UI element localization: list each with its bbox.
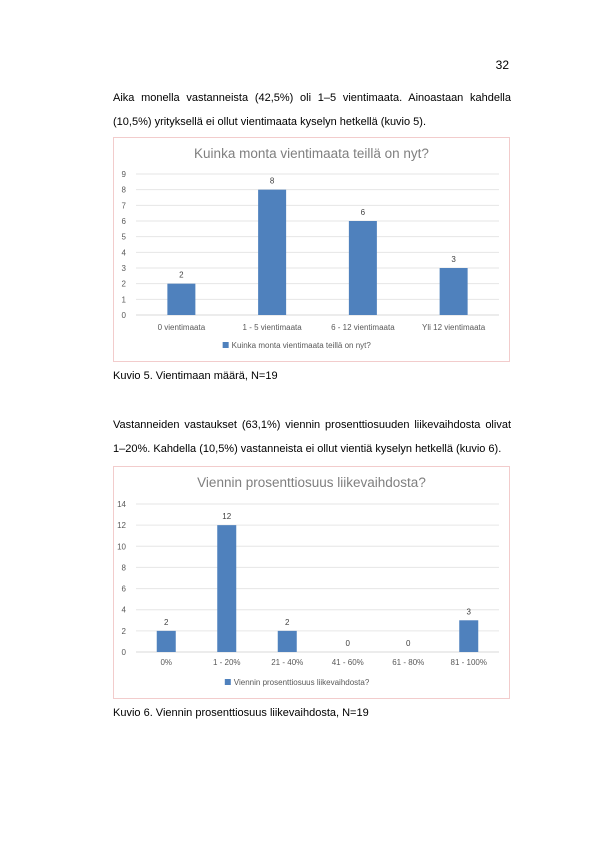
x-tick-label: 21 - 40% [271,658,303,667]
figure-caption-6: Kuvio 6. Viennin prosenttiosuus liikevai… [113,707,369,719]
bar [277,630,297,652]
bar [258,189,287,315]
paragraph-2-line-1: Vastanneiden vastaukset (63,1%) viennin … [113,419,511,431]
bar [156,630,176,652]
x-tick-label: 61 - 80% [392,658,424,667]
y-tick-label: 4 [122,606,127,615]
data-label: 0 [346,639,351,648]
y-tick-label: 4 [122,248,127,257]
bar [348,221,377,315]
legend-label: Viennin prosenttiosuus liikevaihdosta? [234,678,370,687]
data-label: 2 [164,618,169,627]
x-tick-label: 1 - 5 vientimaata [243,323,303,332]
data-label: 0 [406,639,411,648]
paragraph-2: Vastanneiden vastaukset (63,1%) viennin … [113,413,511,461]
bar [217,525,237,652]
data-label: 2 [285,618,290,627]
chart-title: Viennin prosenttiosuus liikevaihdosta? [197,475,426,490]
bar [439,268,468,315]
data-label: 2 [179,271,184,280]
y-tick-label: 6 [122,585,127,594]
legend-swatch [224,679,231,685]
figure-caption-5: Kuvio 5. Vientimaan määrä, N=19 [113,370,278,382]
bar [167,283,196,315]
chart-title: Kuinka monta vientimaata teillä on nyt? [194,146,429,161]
y-tick-label: 2 [122,627,127,636]
y-tick-label: 5 [122,233,127,242]
chart-export-share-svg: Viennin prosenttiosuus liikevaihdosta? 0 2… [117,475,499,687]
legend-label: Kuinka monta vientimaata teillä on nyt? [232,341,372,350]
data-label: 12 [222,512,231,521]
data-label: 3 [451,255,456,264]
y-tick-label: 3 [122,264,127,273]
y-tick-label: 1 [122,295,127,304]
x-tick-label: 0% [160,658,172,667]
bar [459,620,479,652]
y-tick-label: 6 [122,217,127,226]
chart-export-countries-svg: Kuinka monta vientimaata teillä on nyt? 0… [122,146,499,350]
x-tick-label: 41 - 60% [332,658,364,667]
x-tick-label: 0 vientimaata [158,323,206,332]
chart-export-countries: Kuinka monta vientimaata teillä on nyt? 0… [113,137,510,362]
paragraph-1-line-1: Aika monella vastanneista (42,5%) oli 1–… [113,92,511,104]
paragraph-1-line-2: (10,5%) yrityksellä ei ollut vientimaata… [113,116,427,128]
x-tick-label: 1 - 20% [213,658,241,667]
paragraph-2-line-2: 1–20%. Kahdella (10,5%) vastanneista ei … [113,443,502,455]
x-tick-label: 81 - 100% [451,658,487,667]
y-tick-label: 8 [122,186,127,195]
y-tick-label: 0 [122,311,127,320]
legend-swatch [222,342,229,348]
y-tick-label: 2 [122,280,127,289]
y-tick-label: 0 [122,648,127,657]
chart-export-share: Viennin prosenttiosuus liikevaihdosta? 0 2… [113,466,510,699]
y-tick-label: 8 [122,563,127,572]
y-tick-label: 14 [117,500,126,509]
y-tick-label: 9 [122,170,127,179]
data-label: 6 [361,208,366,217]
x-tick-label: 6 - 12 vientimaata [331,323,395,332]
paragraph-1: Aika monella vastanneista (42,5%) oli 1–… [113,86,511,134]
page-number: 32 [495,58,509,72]
y-tick-label: 12 [117,521,126,530]
y-tick-label: 10 [117,542,126,551]
x-tick-label: Yli 12 vientimaata [422,323,486,332]
y-tick-label: 7 [122,201,127,210]
data-label: 3 [467,607,472,616]
data-label: 8 [270,177,275,186]
